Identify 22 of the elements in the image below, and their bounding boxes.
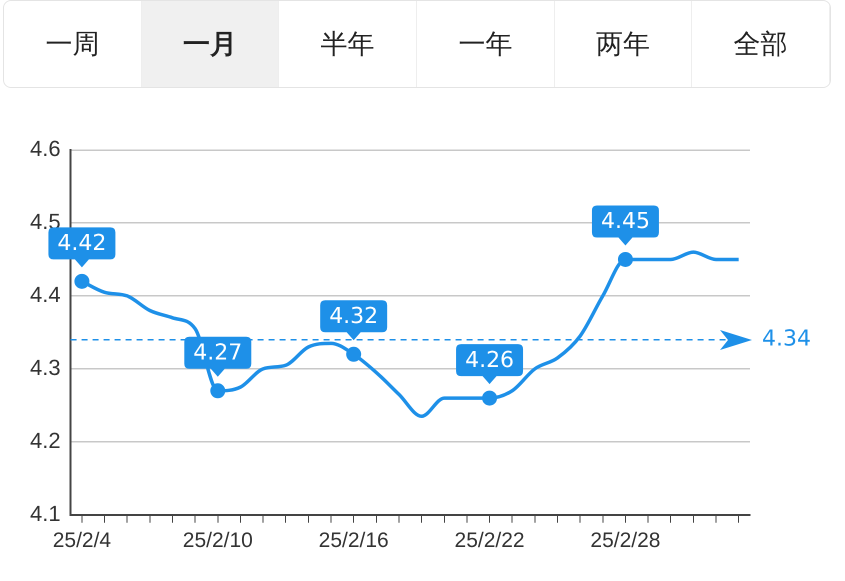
y-tick-label: 4.6 [30,136,61,162]
text: 一年 [417,1,555,87]
y-tick-label: 4.1 [30,500,61,526]
ref-line-label: 4.34 [762,326,811,352]
data-label: 4.45 [600,209,650,234]
data-label: 4.27 [193,340,242,366]
data-label: 4.42 [57,231,106,256]
y-tick-label: 4.4 [30,282,61,307]
y-tick-label: 4.2 [30,428,61,453]
x-tick-label: 25/2/16 [318,529,389,552]
text: 半年 [279,1,418,87]
data-label: 4.26 [465,348,514,373]
text: 一周 [4,1,142,87]
data-label: 4.32 [329,304,378,330]
text: 全部 [692,1,830,87]
y-tick-label: 4.3 [30,354,61,380]
text: 一月 [142,1,280,87]
text: 两年 [554,1,692,87]
x-tick-label: 25/2/10 [182,529,253,552]
x-tick-label: 25/2/4 [52,529,112,552]
x-tick-label: 25/2/28 [590,529,660,552]
x-tick-label: 25/2/22 [454,529,525,552]
